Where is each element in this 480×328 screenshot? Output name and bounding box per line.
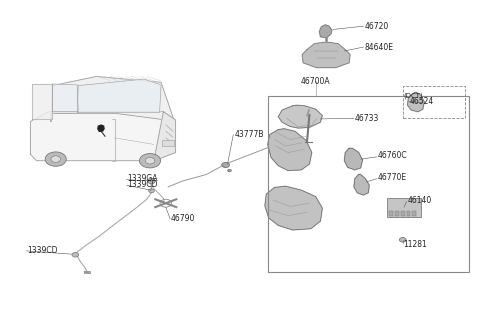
Text: 46720: 46720 [364, 22, 389, 31]
Text: 46760C: 46760C [378, 151, 408, 160]
Text: (DCT): (DCT) [404, 92, 423, 99]
Text: 1339CD: 1339CD [128, 180, 158, 189]
Circle shape [399, 237, 406, 242]
Circle shape [145, 157, 155, 164]
Text: 1339CD: 1339CD [27, 246, 58, 256]
Bar [162, 140, 174, 146]
Polygon shape [77, 79, 161, 113]
Polygon shape [51, 76, 174, 122]
Text: 11281: 11281 [404, 239, 427, 249]
Circle shape [149, 189, 155, 193]
Circle shape [51, 156, 60, 162]
Bar [84, 271, 90, 274]
Polygon shape [265, 186, 323, 230]
Polygon shape [32, 84, 52, 119]
Bar [403, 86, 465, 118]
Text: 46700A: 46700A [301, 77, 330, 86]
Circle shape [222, 162, 229, 168]
Bar [407, 211, 410, 216]
Circle shape [45, 152, 66, 166]
Bar [387, 198, 421, 217]
Bar [401, 211, 405, 216]
Circle shape [140, 154, 160, 168]
Bar [395, 211, 399, 216]
Polygon shape [268, 129, 312, 171]
Polygon shape [98, 125, 104, 131]
Circle shape [228, 169, 231, 172]
Text: 46733: 46733 [355, 114, 379, 123]
Polygon shape [344, 148, 362, 170]
Bar [389, 211, 393, 216]
Polygon shape [408, 92, 424, 112]
Circle shape [148, 178, 156, 184]
Text: 84640E: 84640E [364, 43, 394, 51]
Bar [412, 211, 416, 216]
Text: 46770E: 46770E [378, 173, 407, 182]
Circle shape [72, 253, 79, 257]
Text: 46140: 46140 [408, 196, 432, 205]
Polygon shape [278, 105, 323, 128]
Polygon shape [354, 174, 369, 195]
Text: 46524: 46524 [410, 97, 434, 106]
Polygon shape [52, 84, 78, 112]
Bar [268, 96, 469, 273]
Text: 43777B: 43777B [234, 130, 264, 139]
Polygon shape [320, 25, 332, 37]
Polygon shape [302, 43, 350, 68]
Polygon shape [154, 112, 175, 161]
Text: 1339GA: 1339GA [128, 174, 158, 183]
Polygon shape [30, 112, 175, 161]
Text: 46790: 46790 [171, 215, 195, 223]
